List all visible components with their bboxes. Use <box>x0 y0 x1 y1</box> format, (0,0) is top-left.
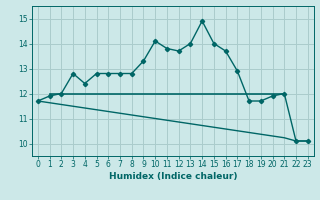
X-axis label: Humidex (Indice chaleur): Humidex (Indice chaleur) <box>108 172 237 181</box>
